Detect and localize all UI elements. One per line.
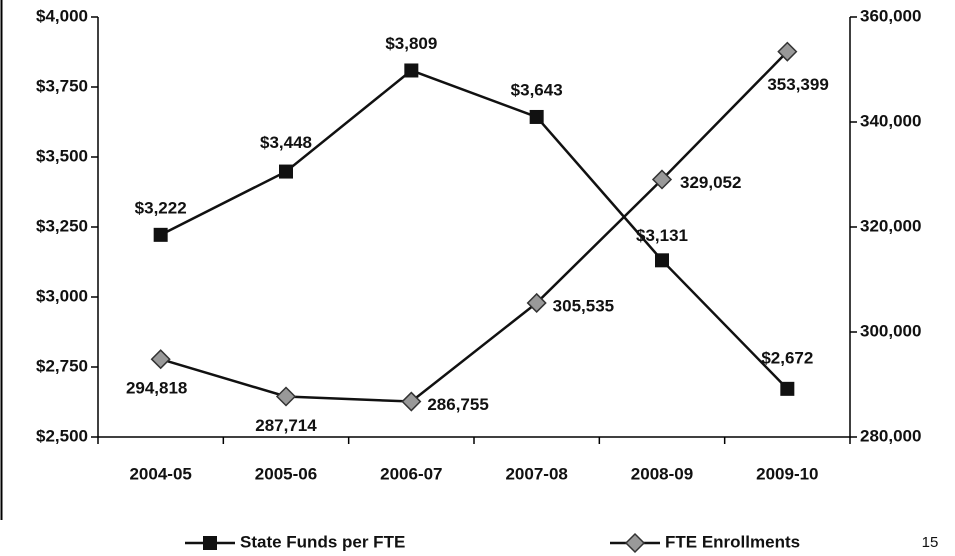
y-tick-label: $3,250 bbox=[36, 216, 88, 235]
marker bbox=[404, 63, 419, 78]
data-label: 286,755 bbox=[427, 395, 488, 414]
data-label: $3,131 bbox=[636, 226, 688, 245]
y2-tick-label: 300,000 bbox=[860, 321, 921, 340]
x-tick-label: 2006-07 bbox=[380, 464, 442, 483]
data-label: $3,448 bbox=[260, 133, 312, 152]
y-tick-label: $2,750 bbox=[36, 356, 88, 375]
marker bbox=[655, 253, 669, 268]
x-tick-label: 2007-08 bbox=[505, 464, 567, 483]
legend-label: State Funds per FTE bbox=[240, 532, 405, 551]
line bbox=[160, 50, 789, 403]
y2-tick-label: 320,000 bbox=[860, 216, 921, 235]
x-tick-label: 2008-09 bbox=[631, 464, 693, 483]
line bbox=[160, 69, 789, 390]
y2-tick-label: 360,000 bbox=[860, 6, 921, 25]
data-label: 305,535 bbox=[553, 296, 614, 315]
data-label: 294,818 bbox=[126, 379, 187, 398]
data-label: $3,643 bbox=[511, 80, 563, 99]
x-tick-label: 2009-10 bbox=[756, 464, 818, 483]
y-tick-label: $4,000 bbox=[36, 6, 88, 25]
data-label: 329,052 bbox=[680, 173, 741, 192]
legend-marker bbox=[203, 536, 217, 550]
marker bbox=[153, 227, 168, 242]
data-label: $2,672 bbox=[761, 348, 813, 367]
legend-label: FTE Enrollments bbox=[665, 532, 800, 551]
y2-tick-label: 340,000 bbox=[860, 111, 921, 130]
marker bbox=[279, 164, 293, 179]
marker bbox=[150, 349, 171, 370]
y-tick-label: $2,500 bbox=[36, 426, 88, 445]
marker bbox=[651, 169, 673, 190]
legend-marker bbox=[624, 532, 646, 554]
y-tick-label: $3,750 bbox=[36, 76, 88, 95]
x-tick-label: 2004-05 bbox=[129, 464, 191, 483]
marker bbox=[275, 386, 297, 407]
marker bbox=[401, 391, 422, 412]
marker bbox=[526, 292, 547, 314]
y-tick-label: $3,500 bbox=[36, 146, 88, 165]
data-label: $3,809 bbox=[385, 34, 437, 53]
data-label: $3,222 bbox=[135, 198, 187, 217]
marker bbox=[777, 41, 798, 62]
data-label: 353,399 bbox=[767, 75, 828, 94]
page-number: 15 bbox=[922, 534, 939, 551]
x-tick-label: 2005-06 bbox=[255, 464, 317, 483]
y-tick-label: $3,000 bbox=[36, 286, 88, 305]
data-label: 287,714 bbox=[255, 416, 317, 435]
y2-tick-label: 280,000 bbox=[860, 426, 921, 445]
marker bbox=[780, 381, 795, 396]
marker bbox=[529, 109, 544, 124]
